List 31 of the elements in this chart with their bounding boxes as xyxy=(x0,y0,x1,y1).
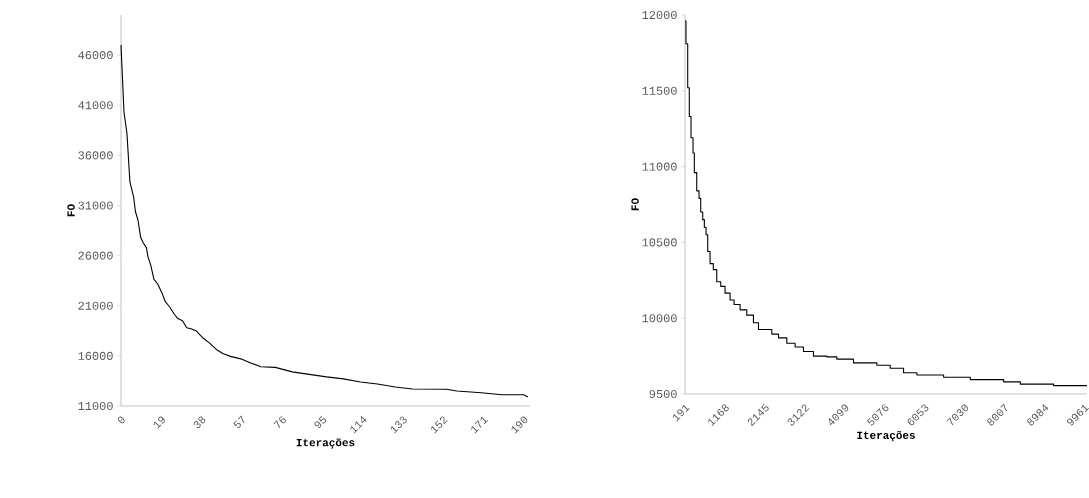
y-tick-label: 41000 xyxy=(78,101,113,110)
y-tick-label: 11000 xyxy=(642,162,677,171)
x-tick-label: 133 xyxy=(390,416,407,434)
x-tick-label: 57 xyxy=(233,415,245,429)
y-tick-label: 31000 xyxy=(78,201,113,210)
y-tick-label: 12000 xyxy=(642,10,677,20)
y-tick-label: 46000 xyxy=(78,51,113,60)
y-tick-label: 11000 xyxy=(78,401,113,411)
x-tick-label: 171 xyxy=(470,416,489,434)
y-tick-label: 10000 xyxy=(642,314,677,323)
x-tick-label: 0 xyxy=(117,416,125,424)
x-tick-label: 19 xyxy=(153,416,165,429)
x-tick-label: 76 xyxy=(273,416,286,428)
line-series xyxy=(120,44,529,398)
x-tick-label: 190 xyxy=(511,416,528,434)
y-tick-label: 11500 xyxy=(642,86,677,95)
y-tick-label: 10500 xyxy=(642,238,677,247)
x-axis-title: Iterações xyxy=(857,431,915,442)
x-axis-title: Iterações xyxy=(296,438,355,449)
x-tick-label: 95 xyxy=(314,415,327,429)
x-tick-label: 191 xyxy=(672,404,690,422)
y-tick-label: 9500 xyxy=(649,389,677,399)
x-tick-label: 38 xyxy=(193,416,206,429)
y-tick-label: 36000 xyxy=(78,151,113,160)
y-axis-title: FO xyxy=(67,204,75,217)
y-tick-label: 26000 xyxy=(78,251,113,260)
x-tick-label: 152 xyxy=(430,416,448,434)
y-tick-label: 21000 xyxy=(78,301,113,310)
x-tick-label: 114 xyxy=(350,416,367,434)
y-tick-label: 16000 xyxy=(78,351,113,360)
y-axis-title: FO xyxy=(631,198,639,211)
